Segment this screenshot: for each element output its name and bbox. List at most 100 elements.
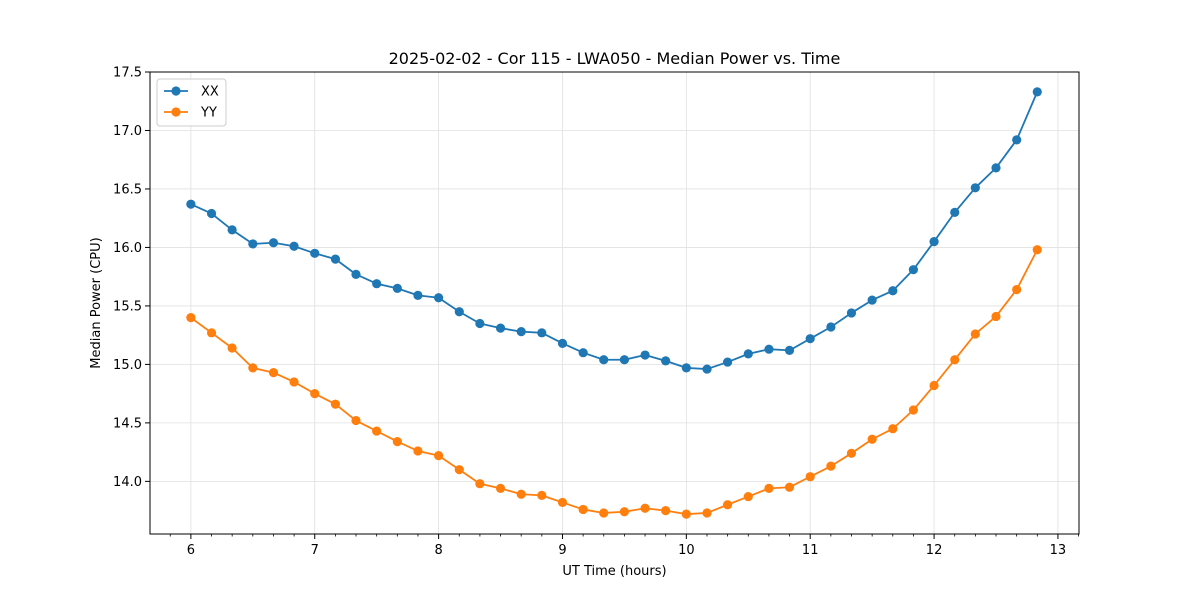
x-tick-label: 10 bbox=[678, 543, 695, 558]
y-axis: 14.0 14.5 15.0 15.5 16.0 16.5 17.0 17.5 bbox=[113, 66, 150, 490]
data-point-xx bbox=[784, 345, 795, 355]
y-tick-label: 16.5 bbox=[113, 182, 142, 197]
series-xx bbox=[186, 87, 1042, 374]
data-point-xx bbox=[702, 364, 712, 374]
x-tick-label: 11 bbox=[802, 543, 819, 558]
data-point-xx bbox=[846, 308, 857, 318]
data-point-yy bbox=[310, 389, 320, 399]
legend-label-xx: XX bbox=[201, 85, 219, 100]
data-point-yy bbox=[640, 503, 650, 513]
data-point-yy bbox=[661, 506, 671, 516]
data-point-xx bbox=[206, 208, 217, 219]
series-yy bbox=[186, 245, 1042, 519]
data-point-yy bbox=[619, 507, 630, 517]
data-point-yy bbox=[929, 380, 939, 391]
data-point-yy bbox=[475, 479, 485, 489]
x-tick-label: 7 bbox=[311, 543, 319, 558]
legend: XX YY bbox=[156, 78, 227, 127]
data-point-yy bbox=[186, 313, 196, 323]
data-point-yy bbox=[743, 491, 753, 502]
data-point-yy bbox=[330, 399, 341, 409]
data-point-xx bbox=[289, 241, 299, 251]
data-point-yy bbox=[537, 490, 547, 500]
data-point-yy bbox=[516, 489, 526, 499]
data-point-xx bbox=[248, 239, 258, 249]
data-point-xx bbox=[805, 334, 815, 344]
data-point-xx bbox=[929, 236, 939, 247]
plot-frame bbox=[149, 71, 1080, 535]
data-point-xx bbox=[908, 265, 918, 275]
data-point-yy bbox=[970, 329, 980, 339]
y-tick-label: 14.5 bbox=[113, 416, 142, 431]
x-tick-label: 8 bbox=[434, 543, 442, 558]
data-point-xx bbox=[681, 363, 691, 373]
data-point-xx bbox=[495, 323, 506, 333]
legend-label-yy: YY bbox=[200, 106, 217, 121]
data-point-xx bbox=[640, 350, 650, 360]
series-layer bbox=[186, 87, 1042, 519]
data-point-yy bbox=[227, 343, 237, 353]
data-point-yy bbox=[950, 355, 960, 365]
data-point-yy bbox=[784, 482, 795, 492]
x-axis: 6 7 8 9 10 11 12 13 bbox=[169, 534, 1079, 558]
y-tick-label: 17.5 bbox=[113, 66, 142, 81]
data-point-yy bbox=[351, 415, 361, 426]
data-point-xx bbox=[599, 355, 609, 365]
data-point-yy bbox=[867, 434, 877, 444]
grid bbox=[150, 71, 1079, 534]
y-tick-label: 15.5 bbox=[113, 299, 142, 314]
data-point-xx bbox=[764, 344, 774, 354]
data-point-yy bbox=[702, 508, 712, 518]
data-point-xx bbox=[351, 269, 361, 279]
data-point-xx bbox=[970, 183, 980, 193]
data-point-yy bbox=[434, 451, 444, 461]
data-point-yy bbox=[805, 472, 815, 482]
data-point-xx bbox=[950, 207, 960, 217]
data-point-xx bbox=[557, 338, 568, 348]
data-point-xx bbox=[268, 238, 279, 248]
data-point-yy bbox=[454, 465, 464, 475]
x-tick-label: 9 bbox=[558, 543, 566, 558]
data-point-xx bbox=[392, 283, 402, 293]
data-point-yy bbox=[206, 328, 217, 338]
chart-title: 2025-02-02 - Cor 115 - LWA050 - Median P… bbox=[389, 49, 841, 68]
data-point-xx bbox=[186, 199, 196, 209]
data-point-xx bbox=[867, 295, 877, 305]
data-point-yy bbox=[764, 483, 774, 493]
data-point-yy bbox=[495, 483, 506, 493]
data-point-yy bbox=[888, 424, 898, 434]
y-tick-label: 15.0 bbox=[113, 358, 142, 373]
data-point-xx bbox=[578, 348, 588, 358]
x-tick-label: 13 bbox=[1050, 543, 1067, 558]
data-point-xx bbox=[619, 355, 630, 365]
x-tick-label: 6 bbox=[187, 543, 195, 558]
data-point-xx bbox=[227, 225, 237, 235]
data-point-xx bbox=[991, 163, 1001, 173]
data-point-xx bbox=[826, 322, 836, 332]
data-point-yy bbox=[372, 426, 382, 436]
data-point-xx bbox=[330, 254, 341, 264]
data-point-xx bbox=[372, 279, 382, 289]
data-point-yy bbox=[578, 504, 588, 515]
data-point-yy bbox=[289, 377, 299, 387]
data-point-yy bbox=[826, 461, 836, 471]
y-tick-label: 14.0 bbox=[113, 475, 142, 490]
x-axis-label: UT Time (hours) bbox=[562, 564, 666, 579]
data-point-xx bbox=[413, 290, 423, 300]
data-point-xx bbox=[1032, 87, 1042, 97]
y-tick-label: 16.0 bbox=[113, 241, 142, 256]
data-point-yy bbox=[268, 367, 279, 378]
data-point-xx bbox=[743, 349, 753, 359]
data-point-yy bbox=[846, 448, 857, 458]
y-tick-label: 17.0 bbox=[113, 124, 142, 139]
legend-marker-yy bbox=[171, 107, 181, 117]
data-point-xx bbox=[516, 327, 526, 337]
data-point-xx bbox=[310, 248, 320, 258]
legend-entries: XX YY bbox=[164, 85, 219, 121]
data-point-yy bbox=[908, 405, 918, 415]
y-axis-label: Median Power (CPU) bbox=[89, 237, 104, 368]
data-point-xx bbox=[1012, 135, 1022, 145]
data-point-yy bbox=[1012, 284, 1022, 295]
data-point-yy bbox=[722, 500, 733, 510]
